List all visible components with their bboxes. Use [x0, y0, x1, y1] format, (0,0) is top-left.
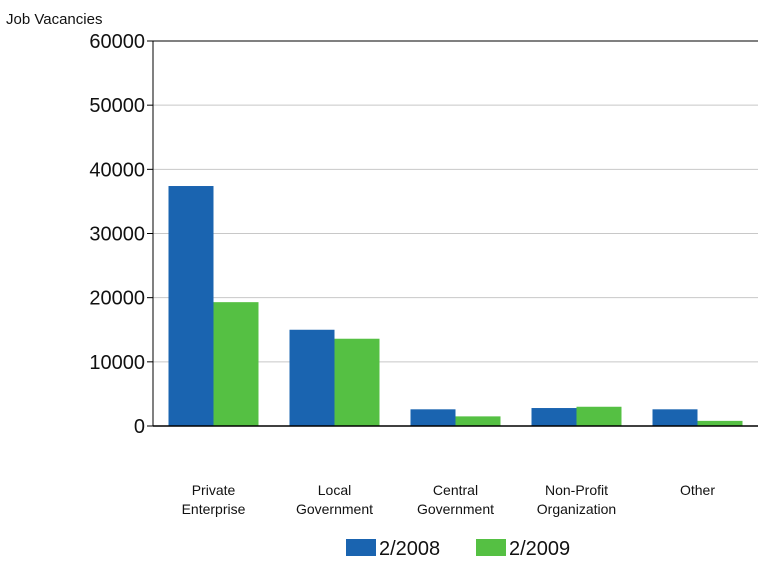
y-axis-label: Job Vacancies [6, 11, 102, 28]
legend-swatch [346, 539, 376, 556]
legend-label: 2/2009 [509, 538, 570, 560]
x-category-label: Enterprise [182, 501, 246, 517]
axes [152, 41, 758, 427]
y-tick-label: 50000 [89, 95, 145, 117]
y-tick-label: 60000 [89, 31, 145, 53]
y-tick-labels: 0 10000 20000 30000 40000 50000 60000 [89, 31, 145, 438]
bar [652, 409, 698, 426]
x-category-label: Central [433, 482, 478, 498]
x-category-labels: Private Enterprise Local Government Central G… [182, 482, 716, 517]
bar [334, 338, 380, 426]
legend-swatch [476, 539, 506, 556]
bar [168, 186, 214, 426]
bars [168, 186, 743, 426]
bar [455, 416, 501, 426]
bar [576, 406, 622, 426]
y-tick-label: 30000 [89, 224, 145, 246]
x-category-label: Organization [537, 501, 616, 517]
bar [289, 329, 335, 426]
y-tick-label: 10000 [89, 352, 145, 374]
bar [410, 409, 456, 426]
x-category-label: Non-Profit [545, 482, 608, 498]
y-tick-label: 0 [134, 416, 145, 438]
y-tick-label: 40000 [89, 159, 145, 181]
x-category-label: Government [296, 501, 373, 517]
legend: 2/2008 2/2009 [346, 538, 570, 560]
bar [697, 420, 743, 426]
x-category-label: Local [318, 482, 351, 498]
x-category-label: Private [192, 482, 236, 498]
y-tick-label: 20000 [89, 288, 145, 310]
bar [531, 408, 577, 426]
legend-label: 2/2008 [379, 538, 440, 560]
x-category-label: Government [417, 501, 494, 517]
x-category-label: Other [680, 482, 715, 498]
bar [213, 302, 259, 426]
